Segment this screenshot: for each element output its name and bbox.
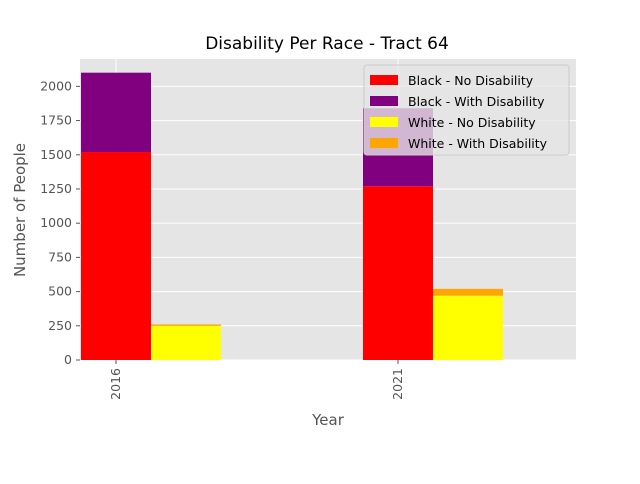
y-tick-label: 1500 xyxy=(40,147,72,162)
y-tick-label: 250 xyxy=(48,318,72,333)
y-tick-label: 1250 xyxy=(40,181,72,196)
y-tick-label: 500 xyxy=(48,284,72,299)
y-tick-label: 1750 xyxy=(40,113,72,128)
legend-swatch xyxy=(370,117,398,127)
legend-swatch xyxy=(370,96,398,106)
y-tick-label: 750 xyxy=(48,249,72,264)
bar-white-with-disability-2021 xyxy=(433,288,503,296)
x-axis-label: Year xyxy=(311,411,345,429)
bar-black-with-disability-2016 xyxy=(81,72,151,153)
legend-entry: White - With Disability xyxy=(408,136,548,151)
y-axis-label: Number of People xyxy=(11,143,29,277)
legend-entry: Black - With Disability xyxy=(408,94,545,109)
chart-title: Disability Per Race - Tract 64 xyxy=(205,34,449,54)
legend-swatch xyxy=(370,75,398,85)
bar-black-no-disability-2016 xyxy=(81,152,151,360)
legend-box xyxy=(363,64,570,156)
bar-black-no-disability-2021 xyxy=(363,186,433,360)
axes: 0 250 500 750 1000 1250 1500 1750 2000 2016 2021 xyxy=(40,78,405,399)
bar-white-no-disability-2016 xyxy=(151,325,221,360)
bar-white-with-disability-2016 xyxy=(151,324,221,326)
y-tick-label: 2000 xyxy=(40,78,72,93)
y-tick-label: 1000 xyxy=(40,215,72,230)
bar-white-no-disability-2021 xyxy=(433,295,503,360)
x-tick-label: 2016 xyxy=(108,368,123,400)
x-tick-label: 2021 xyxy=(390,368,405,400)
legend-swatch xyxy=(370,138,398,148)
y-tick-label: 0 xyxy=(64,352,72,367)
legend-entry: White - No Disability xyxy=(408,115,536,130)
legend: Black - No Disability Black - With Disabi… xyxy=(363,64,570,156)
legend-entry: Black - No Disability xyxy=(408,73,534,88)
